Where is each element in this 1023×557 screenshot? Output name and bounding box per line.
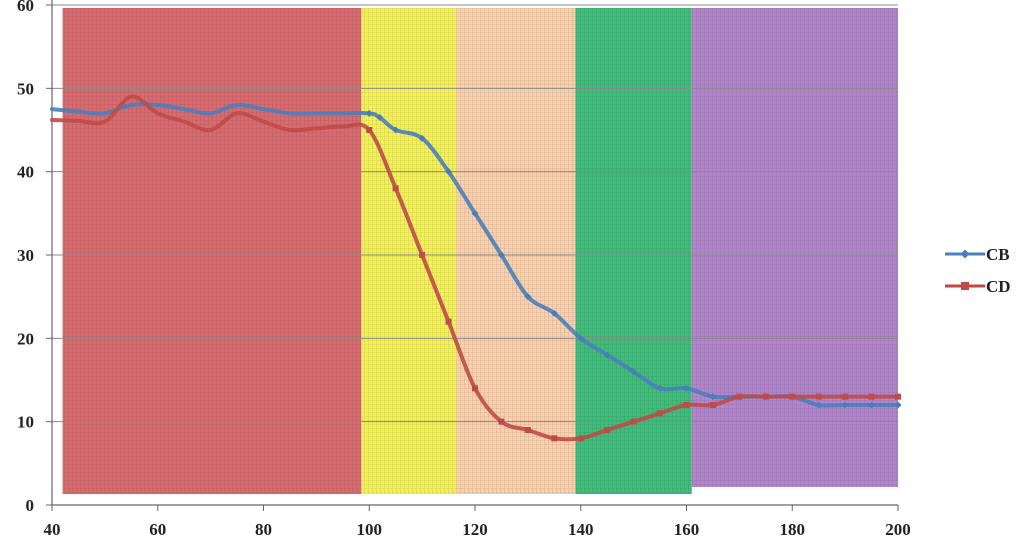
point-cd-29	[815, 393, 822, 400]
legend: CB CD	[945, 245, 1011, 296]
x-tick-label-140: 140	[568, 520, 594, 539]
axes	[46, 0, 899, 511]
point-cd-15	[445, 318, 452, 325]
region-grid-5	[691, 8, 898, 487]
y-tick-label-40: 40	[17, 163, 34, 182]
point-cb-25	[683, 384, 690, 392]
y-tick-label-20: 20	[17, 329, 34, 348]
point-cd-31	[868, 393, 875, 400]
point-cb-24	[656, 384, 664, 392]
legend-label-cb: CB	[986, 245, 1010, 264]
legend-label-cd: CD	[986, 277, 1011, 296]
point-cd-16	[472, 385, 478, 392]
point-cb-30	[815, 401, 823, 409]
point-cb-12	[365, 109, 373, 117]
region-grid-3	[456, 8, 576, 494]
point-cb-18	[497, 251, 505, 259]
x-tick-label-80: 80	[255, 520, 272, 539]
point-cb-17	[471, 209, 479, 217]
point-cd-27	[762, 393, 769, 400]
point-cb-21	[577, 334, 585, 342]
region-grid-1	[62, 8, 362, 494]
point-cd-20	[577, 435, 584, 442]
series-line-cd	[50, 94, 900, 442]
point-cb-20	[550, 309, 558, 317]
series-cd	[50, 94, 901, 442]
point-cd-12	[366, 127, 373, 133]
gridlines	[52, 4, 898, 423]
x-tick-label-120: 120	[462, 520, 488, 539]
y-tick-label-30: 30	[17, 246, 34, 265]
point-cd-22	[630, 418, 637, 425]
point-cd-28	[789, 393, 796, 400]
point-cb-15	[418, 134, 426, 142]
x-tick-label-180: 180	[780, 520, 806, 539]
point-cb-26	[709, 393, 717, 401]
background-regions	[62, 8, 898, 494]
point-cb-23	[630, 368, 638, 376]
x-tick-label-200: 200	[885, 520, 911, 539]
point-cd-30	[842, 393, 849, 400]
point-cd-21	[604, 427, 611, 433]
point-cd-25	[709, 402, 716, 408]
x-tick-label-60: 60	[149, 520, 166, 539]
point-cb-33	[894, 401, 902, 409]
point-cb-19	[524, 293, 532, 301]
legend-item-cd: CD	[945, 277, 1011, 296]
legend-marker-cd	[961, 282, 969, 290]
point-cb-22	[603, 351, 611, 359]
point-cd-32	[895, 393, 901, 400]
point-cb-16	[445, 168, 453, 176]
point-cd-14	[419, 252, 426, 258]
x-tick-label-100: 100	[357, 520, 383, 539]
point-cd-18	[524, 427, 531, 433]
series-layer	[50, 94, 902, 442]
y-tick-label-50: 50	[17, 79, 34, 98]
point-cb-13	[376, 114, 384, 121]
region-grid-4	[575, 8, 692, 494]
x-tick-label-160: 160	[674, 520, 700, 539]
point-cb-31	[841, 401, 849, 409]
point-cd-17	[498, 418, 505, 425]
region-grid-2	[361, 8, 457, 494]
tick-labels: 40 60 80 100 120 140 160 180 200 0 10 20 30 40 50 60	[17, 0, 911, 539]
point-cd-13	[392, 185, 399, 192]
y-tick-label-60: 60	[17, 0, 34, 15]
x-tick-label-40: 40	[44, 520, 61, 539]
y-tick-label-0: 0	[26, 496, 35, 515]
y-tick-label-10: 10	[17, 413, 34, 432]
legend-marker-cb	[960, 249, 970, 259]
point-cd-24	[683, 402, 690, 408]
legend-item-cb: CB	[945, 245, 1010, 264]
point-cb-14	[392, 126, 400, 134]
point-cb-32	[868, 401, 876, 409]
point-cd-23	[657, 410, 664, 417]
point-cd-26	[736, 393, 743, 400]
point-cd-19	[551, 435, 558, 442]
